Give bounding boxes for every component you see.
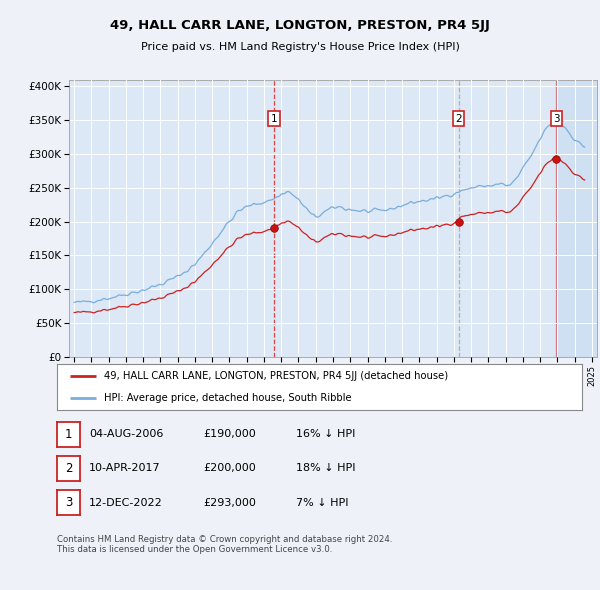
Text: £190,000: £190,000 — [203, 430, 256, 439]
Text: 16% ↓ HPI: 16% ↓ HPI — [296, 430, 355, 439]
Text: HPI: Average price, detached house, South Ribble: HPI: Average price, detached house, Sout… — [104, 392, 352, 402]
Text: 49, HALL CARR LANE, LONGTON, PRESTON, PR4 5JJ: 49, HALL CARR LANE, LONGTON, PRESTON, PR… — [110, 19, 490, 32]
Text: 10-APR-2017: 10-APR-2017 — [89, 464, 160, 473]
Text: 49, HALL CARR LANE, LONGTON, PRESTON, PR4 5JJ (detached house): 49, HALL CARR LANE, LONGTON, PRESTON, PR… — [104, 372, 448, 382]
Text: 2: 2 — [65, 462, 72, 475]
Text: 1: 1 — [271, 114, 277, 124]
Text: 18% ↓ HPI: 18% ↓ HPI — [296, 464, 355, 473]
Text: Price paid vs. HM Land Registry's House Price Index (HPI): Price paid vs. HM Land Registry's House … — [140, 42, 460, 53]
Text: Contains HM Land Registry data © Crown copyright and database right 2024.
This d: Contains HM Land Registry data © Crown c… — [57, 535, 392, 554]
Text: 3: 3 — [65, 496, 72, 509]
Text: 12-DEC-2022: 12-DEC-2022 — [89, 498, 163, 507]
Text: 2: 2 — [455, 114, 462, 124]
Text: 7% ↓ HPI: 7% ↓ HPI — [296, 498, 348, 507]
Text: £293,000: £293,000 — [203, 498, 256, 507]
Bar — [556, 80, 597, 357]
Text: £200,000: £200,000 — [203, 464, 256, 473]
Text: 3: 3 — [553, 114, 560, 124]
Text: 1: 1 — [65, 428, 72, 441]
Text: 04-AUG-2006: 04-AUG-2006 — [89, 430, 163, 439]
